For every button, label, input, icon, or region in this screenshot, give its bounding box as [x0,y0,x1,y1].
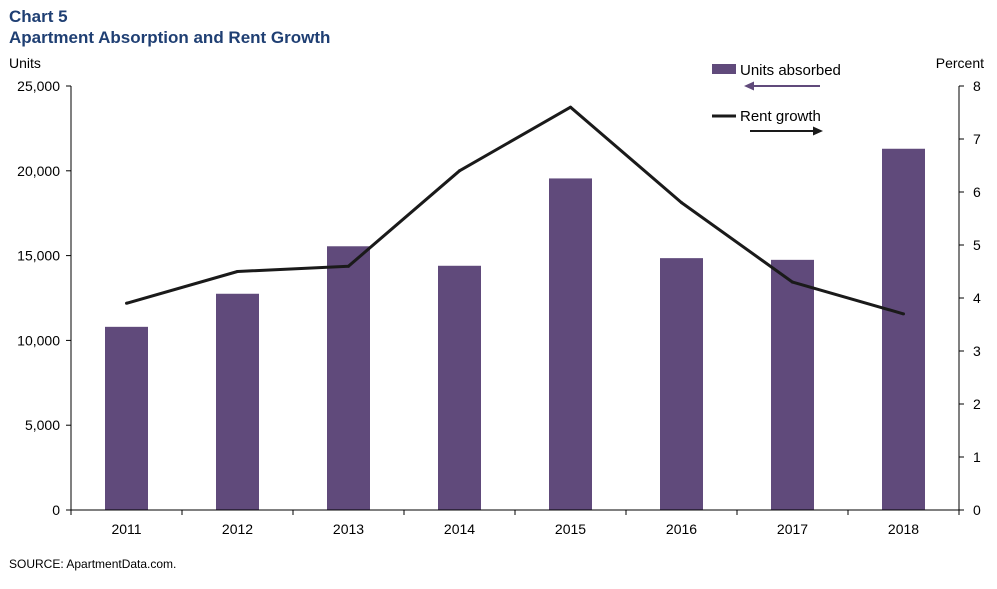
right-tick-label: 1 [973,449,981,465]
rent-growth-line [126,105,904,316]
chart-subtitle: Apartment Absorption and Rent Growth [9,28,330,47]
bar-2012 [216,293,259,510]
right-tick-label: 3 [973,343,981,359]
rent-growth-point-2012 [236,270,239,273]
right-axis-ticks: 0 1 2 3 4 5 6 7 8 [959,78,981,518]
rent-growth-point-2017 [791,280,794,284]
source-note: SOURCE: ApartmentData.com. [9,557,176,571]
right-tick-label: 0 [973,502,981,518]
axes [70,86,960,511]
left-tick-label: 15,000 [17,248,60,264]
bar-2017 [771,259,814,510]
bar-2018 [882,148,925,510]
left-tick-label: 20,000 [17,163,60,179]
right-tick-label: 4 [973,290,981,306]
left-tick-label: 0 [52,502,60,518]
x-tick-label-2014: 2014 [444,521,475,537]
bar-2013 [327,246,370,510]
x-axis-ticks: 2011 2012 2013 2014 2015 2016 2017 2018 [70,510,960,537]
legend-swatch-units-absorbed [712,64,736,74]
legend: Units absorbed Rent growth [712,62,841,136]
right-tick-label: 7 [973,131,981,147]
chart-title: Chart 5 [9,7,68,26]
rent-growth-point-2013 [347,264,350,268]
x-tick-label-2017: 2017 [777,521,808,537]
right-tick-label: 6 [973,184,981,200]
right-axis-label: Percent [936,55,984,71]
right-tick-label: 2 [973,396,981,412]
rent-growth-point-2015 [569,105,572,109]
x-tick-label-2018: 2018 [888,521,919,537]
x-tick-label-2011: 2011 [111,521,141,537]
bar-2014 [438,265,481,510]
bar-2016 [660,258,703,510]
line-series-rent-growth [125,105,905,316]
x-tick-label-2015: 2015 [555,521,586,537]
bar-2015 [549,178,592,510]
left-tick-label: 25,000 [17,78,60,94]
bar-series-units-absorbed [105,148,925,510]
bar-2011 [105,326,148,510]
x-tick-label-2012: 2012 [222,521,253,537]
left-axis-label: Units [9,55,41,71]
left-tick-label: 10,000 [17,332,60,348]
rent-growth-point-2014 [458,169,461,173]
x-tick-label-2013: 2013 [333,521,364,537]
left-tick-label: 5,000 [25,417,60,433]
right-tick-label: 5 [973,237,981,253]
rent-growth-point-2016 [680,201,683,205]
legend-label-units-absorbed: Units absorbed [740,62,841,79]
legend-label-rent-growth: Rent growth [740,108,821,125]
arrow-left-icon [744,81,754,91]
rent-growth-point-2018 [902,312,905,316]
right-tick-label: 8 [973,78,981,94]
rent-growth-point-2011 [125,301,128,305]
x-tick-label-2016: 2016 [666,521,697,537]
left-axis-ticks: 0 5,000 10,000 15,000 20,000 25,000 [17,78,71,518]
arrow-right-icon [813,126,823,136]
